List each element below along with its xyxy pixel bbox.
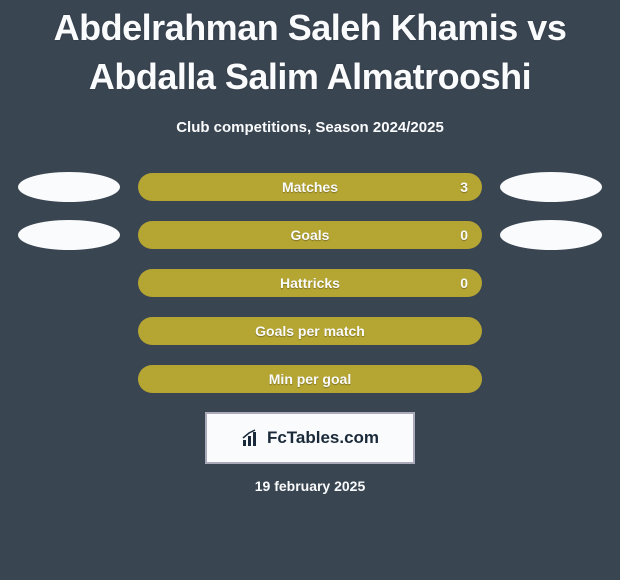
left-spacer <box>18 316 120 346</box>
stat-bar: Goals per match <box>138 317 482 345</box>
right-oval <box>500 172 602 202</box>
stat-row: Matches 3 <box>0 172 620 202</box>
stat-bar: Hattricks 0 <box>138 269 482 297</box>
left-oval <box>18 172 120 202</box>
right-oval <box>500 220 602 250</box>
stat-value: 0 <box>460 275 468 291</box>
stat-row: Min per goal <box>0 364 620 394</box>
stat-label: Goals per match <box>255 323 365 339</box>
subtitle: Club competitions, Season 2024/2025 <box>0 119 620 136</box>
stat-label: Matches <box>282 179 338 195</box>
stat-row: Goals 0 <box>0 220 620 250</box>
stat-bar: Min per goal <box>138 365 482 393</box>
stat-label: Hattricks <box>280 275 340 291</box>
stat-bar: Goals 0 <box>138 221 482 249</box>
left-spacer <box>18 364 120 394</box>
page-title: Abdelrahman Saleh Khamis vs Abdalla Sali… <box>0 0 620 101</box>
chart-icon <box>241 428 261 448</box>
stat-value: 0 <box>460 227 468 243</box>
stat-bar: Matches 3 <box>138 173 482 201</box>
stat-label: Goals <box>291 227 330 243</box>
right-spacer <box>500 268 602 298</box>
right-spacer <box>500 316 602 346</box>
date-text: 19 february 2025 <box>0 478 620 494</box>
left-spacer <box>18 268 120 298</box>
stats-container: Matches 3 Goals 0 Hattricks 0 Goals per match M… <box>0 172 620 394</box>
right-spacer <box>500 364 602 394</box>
stat-value: 3 <box>460 179 468 195</box>
stat-label: Min per goal <box>269 371 351 387</box>
stat-row: Hattricks 0 <box>0 268 620 298</box>
left-oval <box>18 220 120 250</box>
source-badge: FcTables.com <box>205 412 415 464</box>
badge-text: FcTables.com <box>267 428 379 448</box>
stat-row: Goals per match <box>0 316 620 346</box>
